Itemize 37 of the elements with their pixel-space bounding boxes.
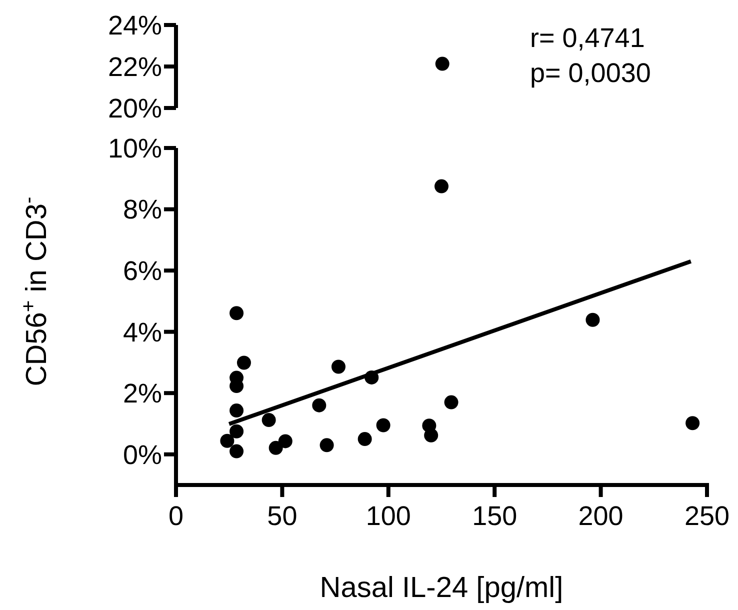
- point: [424, 428, 438, 442]
- annotation: r= 0,4741: [530, 23, 645, 53]
- point: [230, 444, 244, 458]
- x-tick-label: 100: [366, 501, 411, 531]
- point: [434, 179, 448, 194]
- x-tick-label: 150: [472, 501, 518, 531]
- point: [230, 424, 244, 438]
- point: [312, 398, 326, 412]
- y-tick-label: 2%: [122, 378, 162, 409]
- x-tick-label: 0: [168, 501, 184, 531]
- point: [376, 418, 390, 432]
- point: [262, 413, 276, 428]
- y-tick-label: 8%: [122, 194, 162, 225]
- x-tick-label: 50: [267, 501, 298, 531]
- point: [444, 395, 458, 410]
- annotation: p= 0,0030: [530, 58, 651, 88]
- point: [278, 434, 292, 448]
- y-tick-label: 6%: [122, 256, 162, 286]
- point: [236, 356, 251, 370]
- x-tick-label: 200: [578, 501, 624, 531]
- y-tick-label: 22%: [108, 52, 162, 82]
- point: [320, 438, 334, 452]
- x-tick-label: 250: [684, 501, 730, 531]
- y-tick-label: 0%: [122, 440, 162, 470]
- x-axis-title: Nasal IL-24 [pg/ml]: [320, 572, 564, 604]
- point: [586, 312, 600, 327]
- point: [268, 440, 283, 455]
- point: [331, 360, 346, 374]
- point: [686, 416, 700, 430]
- point: [230, 306, 244, 320]
- point: [230, 404, 244, 418]
- point: [220, 434, 234, 448]
- y-tick-label: 4%: [122, 317, 162, 348]
- y-tick-label: 20%: [108, 93, 162, 124]
- point: [358, 432, 372, 446]
- y-tick-label: 24%: [108, 10, 162, 40]
- y-tick-label: 10%: [108, 133, 162, 164]
